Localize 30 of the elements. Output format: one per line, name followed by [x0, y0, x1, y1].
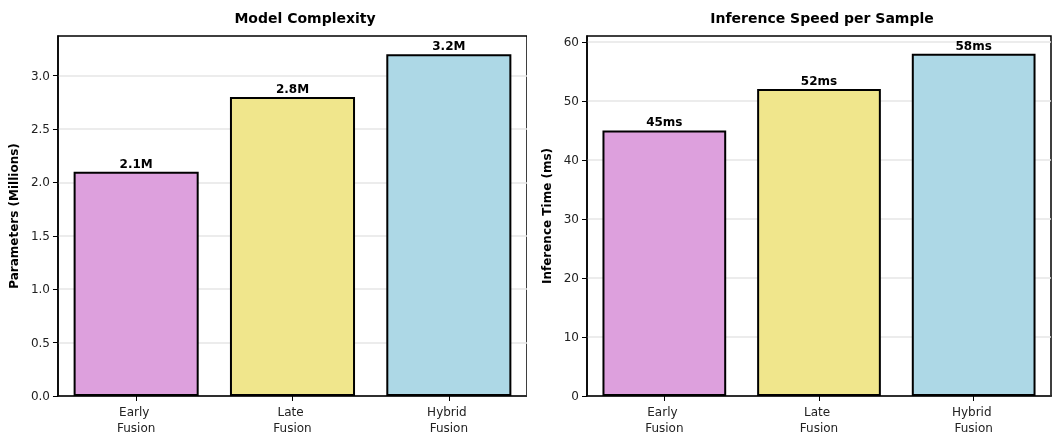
data-label: 45ms	[646, 115, 683, 130]
y-tick-label: 0	[571, 389, 579, 403]
y-tick-label: 10	[563, 329, 579, 344]
data-label: 3.2M	[432, 39, 466, 54]
x-tick-label: Hybrid Fusion	[951, 405, 996, 435]
x-tick-label: Late Fusion	[799, 405, 839, 435]
y-axis-title: Parameters (Millions)	[7, 143, 21, 289]
y-axis-title: Inference Time (ms)	[539, 147, 554, 285]
chart-title: Inference Speed per Sample	[710, 10, 934, 26]
data-label: 58ms	[955, 38, 992, 53]
x-tick-label: Early Fusion	[645, 405, 684, 435]
y-tick-label: 1.5	[30, 228, 50, 243]
y-tick-label: 0.5	[30, 335, 50, 350]
y-tick-label: 0.0	[30, 389, 50, 403]
y-tick-label: 2.0	[30, 175, 50, 190]
x-tick-label: Hybrid Fusion	[427, 405, 471, 435]
y-tick-label: 3.0	[30, 68, 50, 83]
y-tick-label: 20	[563, 270, 579, 285]
x-tick-label: Late Fusion	[273, 405, 312, 435]
data-label: 2.1M	[119, 156, 153, 171]
y-tick-label: 40	[563, 152, 579, 167]
y-tick-label: 50	[563, 93, 579, 108]
data-label: 52ms	[800, 74, 838, 89]
data-label: 2.8M	[275, 81, 310, 96]
y-tick-label: 30	[563, 211, 579, 226]
y-tick-label: 60	[563, 34, 579, 49]
x-tick-label: Early Fusion	[116, 405, 156, 435]
chart-title: Model Complexity	[234, 10, 376, 26]
y-tick-label: 1.0	[30, 282, 50, 297]
y-tick-label: 2.5	[30, 121, 50, 136]
